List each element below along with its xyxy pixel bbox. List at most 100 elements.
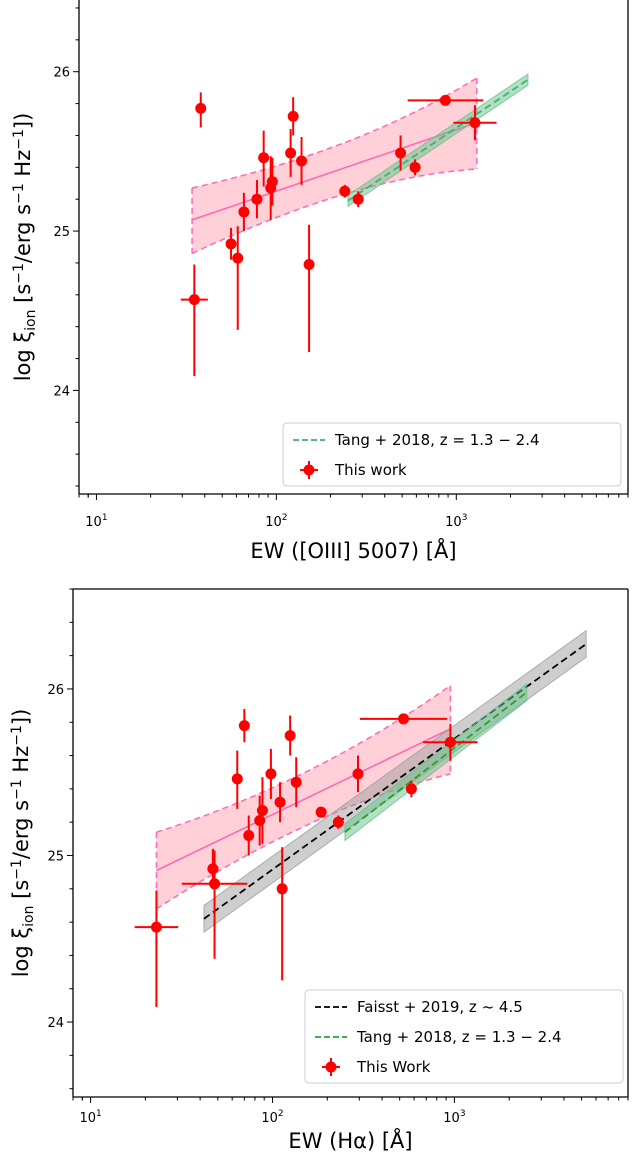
data-point xyxy=(315,806,327,818)
y-axis-label-part: ]) xyxy=(11,113,35,129)
x-tick-exponent: 1 xyxy=(96,1109,102,1119)
y-axis-label-part: −1 xyxy=(9,859,25,880)
data-point xyxy=(339,185,351,197)
data-point xyxy=(276,883,288,895)
y-axis-label-part: log ξ xyxy=(9,927,33,977)
x-axis-label: EW ([OIII] 5007) [Å] xyxy=(250,537,456,563)
y-axis-label-part: −1 xyxy=(11,129,27,150)
legend-label: Tang + 2018, z = 1.3 − 2.4 xyxy=(356,1028,562,1046)
data-point xyxy=(296,155,308,167)
data-point xyxy=(209,878,221,890)
data-point xyxy=(231,773,243,785)
y-axis-label-part: Hz xyxy=(11,150,35,184)
y-tick-label: 26 xyxy=(53,66,70,81)
x-tick-label: 102 xyxy=(265,513,287,530)
data-point xyxy=(395,147,407,159)
y-axis-label: log ξion [s−1/erg s−1 Hz−1]) xyxy=(11,113,39,382)
faisst-line xyxy=(203,643,587,920)
data-point xyxy=(398,713,410,725)
y-tick-label: 24 xyxy=(47,1016,64,1031)
y-tick-label: 24 xyxy=(53,384,70,399)
y-axis-label-part: ion xyxy=(21,906,37,927)
y-axis-label-part: Hz xyxy=(9,746,33,780)
x-tick-exponent: 2 xyxy=(282,513,288,523)
data-point xyxy=(243,830,255,842)
y-axis-label-part: −1 xyxy=(11,183,27,204)
x-tick-base: 10 xyxy=(79,1111,96,1126)
data-point xyxy=(290,776,302,788)
x-tick-exponent: 3 xyxy=(460,1109,466,1119)
tang-line xyxy=(347,78,529,202)
data-point xyxy=(332,816,344,828)
data-point xyxy=(274,796,286,808)
x-tick-label: 102 xyxy=(261,1109,283,1126)
data-point xyxy=(258,152,270,164)
y-axis-label-part: [s xyxy=(11,284,35,310)
x-tick-exponent: 2 xyxy=(278,1109,284,1119)
fit-confidence-band xyxy=(192,78,477,254)
data-point xyxy=(256,805,268,817)
legend: Faisst + 2019, z ~ 4.5 Tang + 2018, z = 1… xyxy=(304,989,624,1084)
x-tick-base: 10 xyxy=(261,1111,278,1126)
data-point xyxy=(238,206,250,218)
y-axis-label-part: −1 xyxy=(9,779,25,800)
legend-box xyxy=(304,989,624,1084)
x-tick-label: 101 xyxy=(85,513,107,530)
legend-label: This work xyxy=(334,461,407,479)
y-axis-label-part: [s xyxy=(9,880,33,906)
legend-point-marker xyxy=(325,1061,337,1073)
data-point xyxy=(352,193,364,205)
fit-upper-bound-line xyxy=(191,77,478,189)
fit-lower-bound-line xyxy=(191,168,477,255)
y-tick-label: 25 xyxy=(47,849,64,864)
data-point xyxy=(251,193,263,205)
data-point xyxy=(188,294,200,306)
data-point xyxy=(238,720,250,732)
legend-label: Tang + 2018, z = 1.3 − 2.4 xyxy=(334,431,540,449)
y-axis-label-part: −1 xyxy=(11,263,27,284)
legend: Tang + 2018, z = 1.3 − 2.4 This work xyxy=(282,422,622,487)
legend-point-marker xyxy=(303,464,315,476)
data-point xyxy=(303,259,315,271)
legend-label: Faisst + 2019, z ~ 4.5 xyxy=(357,998,523,1016)
y-axis-label-part: /erg s xyxy=(9,800,33,859)
legend-box xyxy=(282,422,622,487)
y-axis-label-part: ]) xyxy=(9,709,33,725)
data-point xyxy=(265,768,277,780)
y-axis-label-part: −1 xyxy=(9,725,25,746)
x-tick-exponent: 1 xyxy=(102,513,108,523)
y-axis-label: log ξion [s−1/erg s−1 Hz−1]) xyxy=(9,709,37,978)
data-point xyxy=(150,921,162,933)
fit-line xyxy=(156,728,451,872)
data-point xyxy=(266,176,278,188)
data-point xyxy=(284,730,296,742)
data-point xyxy=(409,161,421,173)
data-point xyxy=(405,783,417,795)
y-tick-label: 26 xyxy=(47,683,64,698)
y-tick-label: 25 xyxy=(53,225,70,240)
x-tick-base: 10 xyxy=(265,515,282,530)
data-point xyxy=(225,238,237,250)
x-tick-base: 10 xyxy=(445,515,462,530)
x-tick-label: 103 xyxy=(443,1109,465,1126)
data-point xyxy=(444,736,456,748)
x-tick-exponent: 3 xyxy=(462,513,468,523)
fit-confidence-band xyxy=(156,685,451,909)
x-tick-base: 10 xyxy=(443,1111,460,1126)
fit-line xyxy=(191,121,478,221)
x-tick-base: 10 xyxy=(85,515,102,530)
x-axis-label: EW (Hα) [Å] xyxy=(288,1127,412,1153)
data-point xyxy=(285,147,297,159)
tang-band xyxy=(347,73,529,208)
x-tick-label: 101 xyxy=(79,1109,101,1126)
data-point xyxy=(287,110,299,122)
y-axis-label-part: /erg s xyxy=(11,204,35,263)
x-tick-label: 103 xyxy=(445,513,467,530)
y-axis-label-part: ion xyxy=(23,310,39,331)
legend-label: This Work xyxy=(356,1058,431,1076)
data-point xyxy=(439,94,451,106)
tang-line xyxy=(344,691,528,833)
data-point xyxy=(352,768,364,780)
